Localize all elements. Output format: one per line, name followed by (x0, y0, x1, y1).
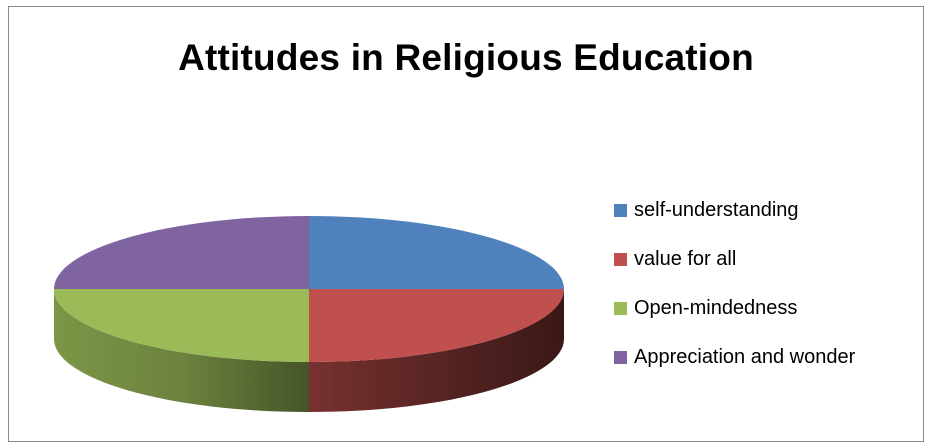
pie-top (54, 216, 564, 362)
pie-slice-open-mindedness (54, 289, 309, 362)
pie-slice-self-understanding (309, 216, 564, 289)
legend-item-appreciation-and-wonder: Appreciation and wonder (614, 333, 855, 382)
legend-label: self-understanding (634, 199, 799, 221)
pie-slice-appreciation-and-wonder (54, 216, 309, 289)
legend-label: Open-mindedness (634, 297, 798, 319)
pie-side-value-for-all (309, 289, 564, 412)
legend: self-understanding value for all Open-mi… (614, 186, 855, 382)
pie-slice-value-for-all (309, 289, 564, 362)
legend-item-value-for-all: value for all (614, 235, 855, 284)
legend-swatch (614, 351, 627, 364)
legend-label: value for all (634, 248, 737, 270)
pie-side-walls (54, 289, 564, 412)
legend-swatch (614, 302, 627, 315)
legend-item-open-mindedness: Open-mindedness (614, 284, 855, 333)
pie-side-open-mindedness (54, 289, 309, 412)
legend-swatch (614, 204, 627, 217)
legend-label: Appreciation and wonder (634, 346, 856, 368)
legend-item-self-understanding: self-understanding (614, 186, 855, 235)
chart-title: Attitudes in Religious Education (178, 37, 754, 78)
legend-swatch (614, 253, 627, 266)
